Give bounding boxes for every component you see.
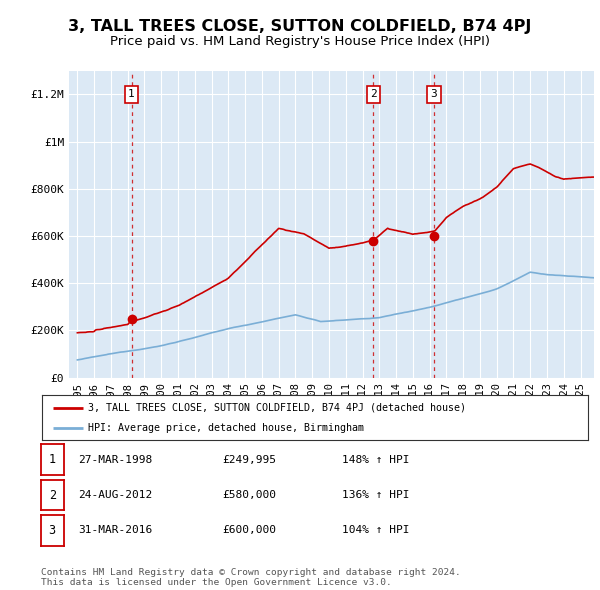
- Text: 24-AUG-2012: 24-AUG-2012: [78, 490, 152, 500]
- Text: 3, TALL TREES CLOSE, SUTTON COLDFIELD, B74 4PJ: 3, TALL TREES CLOSE, SUTTON COLDFIELD, B…: [68, 19, 532, 34]
- Text: 1: 1: [49, 453, 56, 466]
- Text: 3, TALL TREES CLOSE, SUTTON COLDFIELD, B74 4PJ (detached house): 3, TALL TREES CLOSE, SUTTON COLDFIELD, B…: [88, 403, 466, 412]
- Text: £249,995: £249,995: [222, 455, 276, 464]
- Text: HPI: Average price, detached house, Birmingham: HPI: Average price, detached house, Birm…: [88, 424, 364, 434]
- Text: 27-MAR-1998: 27-MAR-1998: [78, 455, 152, 464]
- Text: 1: 1: [128, 90, 135, 99]
- Text: 148% ↑ HPI: 148% ↑ HPI: [342, 455, 409, 464]
- Text: 104% ↑ HPI: 104% ↑ HPI: [342, 526, 409, 535]
- Text: 3: 3: [49, 524, 56, 537]
- Text: 31-MAR-2016: 31-MAR-2016: [78, 526, 152, 535]
- Text: 2: 2: [49, 489, 56, 502]
- Text: 136% ↑ HPI: 136% ↑ HPI: [342, 490, 409, 500]
- Text: 3: 3: [430, 90, 437, 99]
- Text: £600,000: £600,000: [222, 526, 276, 535]
- Text: Contains HM Land Registry data © Crown copyright and database right 2024.
This d: Contains HM Land Registry data © Crown c…: [41, 568, 461, 587]
- Text: 2: 2: [370, 90, 377, 99]
- Text: £580,000: £580,000: [222, 490, 276, 500]
- Text: Price paid vs. HM Land Registry's House Price Index (HPI): Price paid vs. HM Land Registry's House …: [110, 35, 490, 48]
